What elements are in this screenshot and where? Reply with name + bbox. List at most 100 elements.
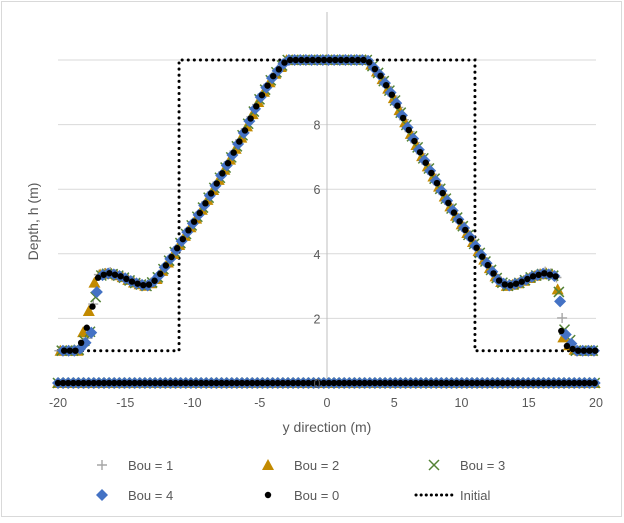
data-point	[569, 345, 576, 353]
data-point	[77, 326, 90, 338]
data-point	[552, 273, 559, 280]
baseline-point	[341, 379, 348, 387]
data-point	[270, 72, 277, 80]
data-point	[72, 347, 79, 354]
data-point	[303, 56, 311, 64]
baseline-point	[315, 379, 322, 387]
x-tick-label: 0	[324, 396, 331, 410]
data-point	[529, 273, 537, 280]
baseline-point	[75, 379, 82, 387]
data-point	[553, 286, 565, 298]
baseline-point	[443, 379, 450, 387]
baseline-point	[218, 379, 225, 387]
baseline-point	[330, 379, 338, 387]
data-point	[134, 280, 141, 287]
baseline-point	[335, 379, 343, 387]
data-point	[264, 82, 271, 89]
data-point	[224, 159, 232, 167]
series-bou0	[54, 56, 599, 387]
baseline-point	[177, 379, 184, 387]
data-point	[168, 253, 175, 261]
baseline-point	[300, 379, 307, 387]
data-point	[89, 303, 96, 310]
data-point	[66, 347, 74, 354]
baseline-point	[192, 379, 200, 387]
data-point	[575, 347, 582, 354]
baseline-point	[121, 379, 128, 387]
data-point	[501, 281, 509, 288]
baseline-point	[376, 379, 384, 387]
data-point	[247, 115, 254, 122]
baseline-point	[254, 379, 261, 387]
data-point	[467, 235, 475, 242]
baseline-point	[203, 379, 210, 387]
data-point	[241, 127, 249, 134]
legend-item: Bou = 4	[96, 488, 173, 503]
data-point	[343, 56, 350, 64]
baseline-point	[458, 379, 465, 387]
baseline-point	[392, 379, 399, 387]
x-tick-label: 5	[391, 396, 398, 410]
data-point	[518, 278, 525, 285]
data-point	[462, 226, 469, 234]
baseline-point	[187, 379, 195, 387]
baseline-point	[412, 379, 419, 387]
baseline-point	[448, 379, 455, 387]
data-point	[258, 91, 266, 99]
y-axis-title: Depth, h (m)	[25, 183, 41, 261]
baseline-point	[208, 379, 215, 387]
data-point	[554, 295, 567, 308]
legend-item: Bou = 0	[264, 488, 339, 503]
baseline-point	[351, 379, 358, 387]
baseline-point	[59, 379, 67, 387]
legend-marker	[428, 459, 440, 471]
baseline-point	[65, 379, 72, 387]
data-point	[479, 253, 486, 260]
baseline-point	[310, 379, 317, 387]
legend-label: Bou = 0	[294, 488, 339, 503]
data-point	[349, 56, 356, 64]
baseline-point	[479, 379, 486, 387]
baseline-point	[499, 379, 506, 387]
baseline-point	[387, 379, 394, 387]
data-point	[281, 59, 288, 66]
baseline-point	[514, 379, 522, 387]
baseline-point	[243, 379, 251, 387]
baseline-point	[545, 379, 552, 387]
y-tick-label: 2	[314, 312, 321, 326]
series-bou1	[53, 55, 600, 388]
baseline-point	[494, 379, 501, 387]
y-tick-label: 4	[314, 248, 321, 262]
baseline-point	[105, 379, 113, 387]
data-point	[535, 271, 542, 279]
baseline-point	[213, 379, 220, 387]
data-point	[450, 209, 458, 216]
baseline-point	[305, 379, 312, 387]
legend-label: Bou = 3	[460, 458, 505, 473]
data-point	[100, 271, 107, 278]
data-point	[433, 179, 441, 187]
x-tick-label: 20	[589, 396, 603, 410]
baseline-point	[95, 379, 103, 387]
baseline-point	[116, 379, 123, 387]
baseline-point	[540, 379, 547, 387]
baseline-point	[131, 379, 138, 387]
baseline-point	[80, 379, 87, 387]
baseline-point	[295, 379, 302, 387]
legend-item: Bou = 2	[262, 458, 339, 473]
baseline-point	[162, 379, 169, 387]
baseline-point	[402, 379, 409, 387]
baseline-point	[167, 379, 174, 387]
legend-marker	[264, 491, 272, 499]
data-point	[286, 56, 294, 64]
data-point	[253, 103, 260, 110]
baseline-point	[151, 379, 159, 387]
baseline-point	[489, 379, 496, 387]
baseline-point	[279, 379, 287, 387]
data-point	[207, 190, 215, 197]
data-point	[60, 347, 68, 354]
data-point	[90, 286, 103, 299]
data-point	[82, 305, 95, 317]
baseline-point	[320, 379, 327, 387]
data-point	[332, 56, 339, 64]
